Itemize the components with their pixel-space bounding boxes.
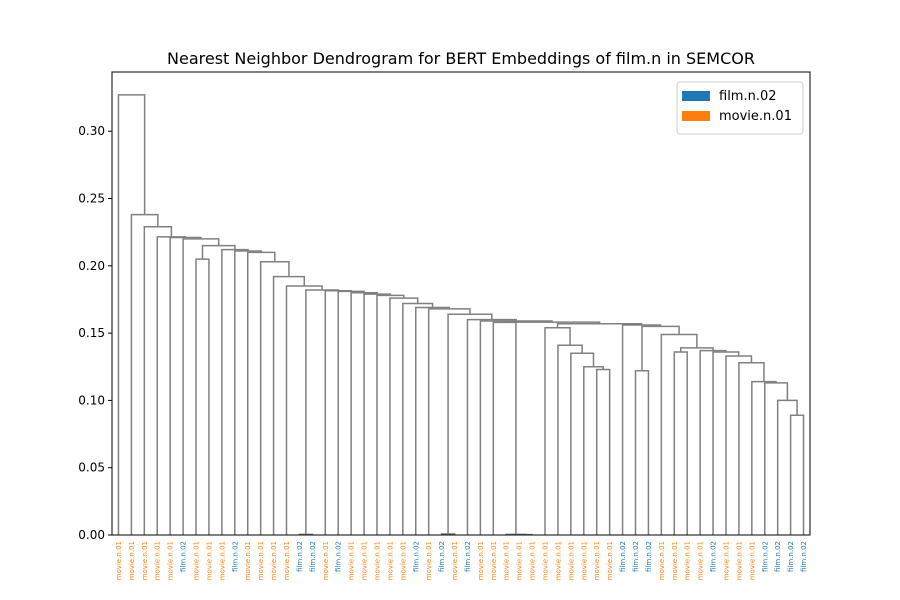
dendrogram-link — [738, 361, 765, 535]
leaf-label: movie.n.01 — [529, 541, 537, 580]
leaf-label: movie.n.01 — [128, 541, 136, 580]
dendrogram-link — [557, 344, 583, 535]
dendrogram-link — [285, 285, 323, 535]
chart-title: Nearest Neighbor Dendrogram for BERT Emb… — [167, 49, 755, 68]
leaf-label: movie.n.01 — [554, 541, 562, 580]
leaf-label: movie.n.01 — [205, 541, 213, 580]
leaf-label: movie.n.01 — [606, 541, 614, 580]
leaf-label: movie.n.01 — [361, 541, 369, 580]
leaf-label: movie.n.01 — [684, 541, 692, 580]
leaf-label: movie.n.01 — [244, 541, 252, 580]
dendrogram-link — [415, 306, 451, 535]
y-tick-label: 0.20 — [78, 259, 105, 273]
legend-swatch — [682, 91, 710, 101]
leaf-label: movie.n.01 — [542, 541, 550, 580]
leaf-label: film.n.02 — [761, 541, 769, 572]
leaf-label: movie.n.01 — [386, 541, 394, 580]
leaf-label: movie.n.01 — [193, 541, 201, 580]
leaf-label: film.n.02 — [800, 541, 808, 572]
dendrogram-link — [143, 226, 173, 535]
y-tick-label: 0.10 — [78, 393, 105, 407]
dendrogram-link — [130, 213, 159, 535]
legend-label: movie.n.01 — [719, 109, 792, 124]
leaf-label: movie.n.01 — [218, 541, 226, 580]
dendrogram-link — [751, 380, 777, 535]
dendrogram-link — [117, 94, 146, 535]
leaf-label: movie.n.01 — [115, 541, 123, 580]
leaf-label: movie.n.01 — [516, 541, 524, 580]
leaf-label: film.n.02 — [231, 541, 239, 572]
leaf-label: movie.n.01 — [141, 541, 149, 580]
dendrogram-link — [764, 382, 789, 535]
axes-frame — [111, 71, 811, 536]
leaf-label: movie.n.01 — [425, 541, 433, 580]
y-tick-label: 0.15 — [78, 326, 105, 340]
dendrogram-link — [305, 289, 339, 535]
dendrogram-link — [503, 321, 601, 324]
leaf-label: movie.n.01 — [593, 541, 601, 580]
dendrogram-link — [427, 308, 471, 535]
leaf-label: movie.n.01 — [348, 541, 356, 580]
leaf-label: film.n.02 — [632, 541, 640, 572]
leaf-label: movie.n.01 — [322, 541, 330, 580]
dendrogram-link — [221, 248, 249, 535]
dendrogram-link — [679, 347, 714, 352]
leaf-label: film.n.02 — [335, 541, 343, 572]
y-tick-label: 0.30 — [78, 124, 105, 138]
dendrogram-link — [324, 289, 352, 535]
leaf-label: film.n.02 — [412, 541, 420, 572]
leaf-label: movie.n.01 — [154, 541, 162, 580]
dendrogram-link — [544, 326, 571, 535]
leaf-label: movie.n.01 — [283, 541, 291, 580]
dendrogram-link — [641, 325, 680, 371]
leaf-label: film.n.02 — [180, 541, 188, 572]
y-tick-label: 0.00 — [78, 528, 105, 542]
legend-swatch — [682, 111, 710, 121]
dendrogram-link — [246, 251, 276, 535]
leaf-label: movie.n.01 — [697, 541, 705, 580]
y-tick-label: 0.05 — [78, 461, 105, 475]
leaf-label: movie.n.01 — [451, 541, 459, 580]
leaf-label: movie.n.01 — [722, 541, 730, 580]
leaf-label: film.n.02 — [774, 541, 782, 572]
leaf-label: movie.n.01 — [671, 541, 679, 580]
leaf-label: movie.n.01 — [735, 541, 743, 580]
dendrogram-link — [337, 290, 365, 535]
leaf-label: film.n.02 — [296, 541, 304, 572]
leaf-label: movie.n.01 — [477, 541, 485, 580]
leaf-label: movie.n.01 — [490, 541, 498, 580]
leaf-label: movie.n.01 — [373, 541, 381, 580]
leaf-label: film.n.02 — [710, 541, 718, 572]
leaf-label: film.n.02 — [438, 541, 446, 572]
dendrogram-link — [234, 250, 263, 535]
legend-label: film.n.02 — [719, 89, 777, 104]
dendrogram-link — [595, 368, 611, 535]
leaf-label: movie.n.01 — [257, 541, 265, 580]
legend: film.n.02 movie.n.01 — [676, 81, 804, 135]
leaf-label: film.n.02 — [787, 541, 795, 572]
dendrogram-link — [776, 399, 798, 535]
dendrogram-link — [556, 322, 643, 328]
leaf-label: film.n.02 — [309, 541, 317, 572]
dendrogram-link — [621, 324, 662, 535]
leaf-label: movie.n.01 — [580, 541, 588, 580]
leaf-label: movie.n.01 — [567, 541, 575, 580]
leaf-label: movie.n.01 — [270, 541, 278, 580]
leaf-label: movie.n.01 — [748, 541, 756, 580]
plot-area: 0.00 0.05 0.10 0.15 0.20 0.25 0.30 movie.n.01 mo… — [78, 94, 808, 580]
dendrogram-link — [699, 349, 727, 535]
leaf-label: film.n.02 — [645, 541, 653, 572]
leaf-label: movie.n.01 — [167, 541, 175, 580]
leaf-label: movie.n.01 — [658, 541, 666, 580]
y-tick-label: 0.25 — [78, 192, 105, 206]
leaf-label: film.n.02 — [464, 541, 472, 572]
leaf-label: movie.n.01 — [399, 541, 407, 580]
leaf-label: movie.n.01 — [503, 541, 511, 580]
leaf-label: film.n.02 — [619, 541, 627, 572]
dendrogram-link — [583, 366, 604, 535]
dendrogram-link — [634, 370, 650, 535]
dendrogram-link — [350, 291, 378, 535]
